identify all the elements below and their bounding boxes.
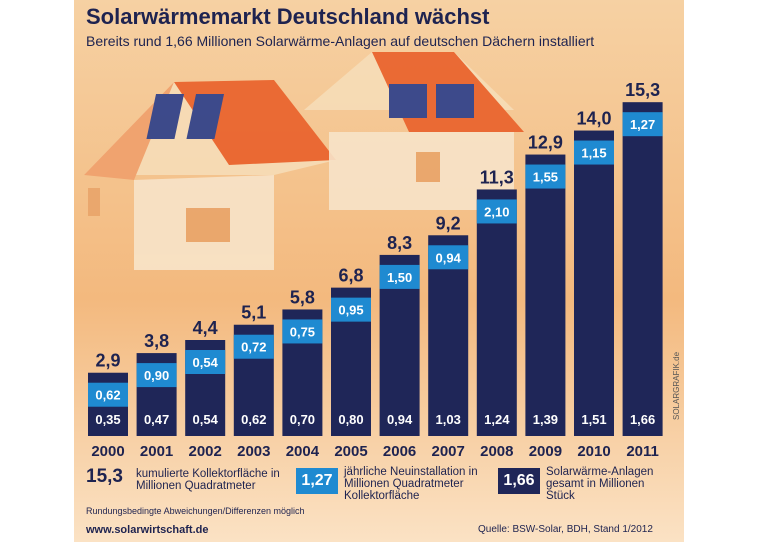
bar-total-2011: [622, 102, 663, 436]
label-new-2009: 1,55: [533, 170, 558, 185]
solar-panel-icon: [436, 84, 474, 118]
house-illustration-left: [84, 80, 336, 270]
label-new-2004: 0,75: [290, 324, 315, 339]
year-label-2011: 2011: [626, 443, 659, 460]
bar-new-2010: [574, 140, 614, 165]
bar-total-2008: [476, 189, 517, 436]
label-units-2002: 0,54: [193, 412, 219, 427]
bar-new-2005: [331, 297, 371, 322]
year-label-2008: 2008: [480, 443, 513, 460]
label-new-2000: 0,62: [95, 388, 120, 403]
website-link[interactable]: www.solarwirtschaft.de: [86, 524, 209, 536]
chart-subtitle: Bereits rund 1,66 Millionen Solarwärme-A…: [86, 33, 595, 49]
legend-item1-text: kumulierte Kollektorfläche in Millionen …: [136, 468, 280, 492]
bar-new-2002: [185, 350, 226, 374]
label-new-2005: 0,95: [338, 303, 363, 318]
source-line: Quelle: BSW-Solar, BDH, Stand 1/2012: [478, 524, 653, 535]
legend-item3-text: Solarwärme-Anlagen gesamt in Millionen S…: [546, 466, 654, 502]
label-total-2000: 2,9: [95, 351, 120, 371]
house-illustration-right: [304, 52, 524, 210]
year-label-2001: 2001: [140, 443, 173, 460]
chart-title: Solarwärmemarkt Deutschland wächst: [86, 4, 490, 29]
bar-new-2007: [428, 245, 469, 270]
year-label-2006: 2006: [383, 443, 416, 460]
label-new-2010: 1,15: [581, 146, 606, 161]
label-new-2006: 1,50: [387, 270, 412, 285]
label-total-2010: 14,0: [576, 109, 611, 129]
label-total-2004: 5,8: [290, 287, 315, 307]
infographic: 0,62 0,35 2,9 2000 0,90 0,47 3,8 2001 0,54 0,54 4,…: [74, 0, 684, 542]
legend-item1-value: 15,3: [86, 466, 123, 487]
year-label-2004: 2004: [286, 443, 320, 460]
label-total-2008: 11,3: [480, 167, 514, 187]
bar-new-2001: [136, 363, 177, 388]
label-units-2005: 0,80: [338, 412, 363, 427]
bar-total-2009: [525, 154, 566, 436]
label-units-2009: 1,39: [533, 412, 558, 427]
year-label-2005: 2005: [334, 443, 367, 460]
label-new-2002: 0,54: [193, 355, 219, 370]
label-units-2004: 0,70: [290, 412, 315, 427]
label-total-2006: 8,3: [387, 233, 412, 253]
label-new-2011: 1,27: [630, 117, 655, 132]
credit-text: SOLARGRAFIK.de: [672, 351, 681, 420]
label-units-2010: 1,51: [581, 412, 606, 427]
label-total-2009: 12,9: [528, 133, 563, 153]
solar-panel-icon: [186, 94, 225, 139]
bar-new-2011: [622, 112, 663, 137]
label-total-2005: 6,8: [338, 266, 363, 286]
label-units-2007: 1,03: [436, 412, 461, 427]
bar-new-2008: [476, 199, 517, 224]
year-label-2003: 2003: [237, 443, 270, 460]
rounding-note: Rundungsbedingte Abweichungen/Differenze…: [86, 506, 305, 516]
label-units-2011: 1,66: [630, 412, 655, 427]
label-new-2001: 0,90: [144, 368, 169, 383]
label-units-2003: 0,62: [241, 412, 266, 427]
bar-new-2000: [88, 382, 128, 407]
label-units-2001: 0,47: [144, 412, 169, 427]
legend-item3-box: 1,66: [498, 468, 540, 494]
solar-panel-icon: [389, 84, 427, 118]
bar-new-2003: [233, 334, 274, 359]
legend-item2-box: 1,27: [296, 468, 338, 494]
solar-panel-icon: [146, 94, 185, 139]
bar-new-2006: [379, 264, 420, 289]
year-label-2000: 2000: [91, 443, 124, 460]
label-new-2008: 2,10: [484, 204, 509, 219]
label-total-2003: 5,1: [241, 303, 266, 323]
year-label-2002: 2002: [189, 443, 222, 460]
legend-item2-text: jährliche Neuinstallation in Millionen Q…: [344, 466, 478, 502]
chart: 0,62 0,35 2,9 2000 0,90 0,47 3,8 2001 0,54 0,54 4,…: [74, 0, 684, 542]
bar-total-2010: [574, 130, 614, 436]
label-total-2001: 3,8: [144, 331, 169, 351]
label-units-2000: 0,35: [95, 412, 120, 427]
year-label-2009: 2009: [529, 443, 562, 460]
bar-new-2009: [525, 164, 566, 189]
label-new-2003: 0,72: [241, 340, 266, 355]
bar-new-2004: [282, 319, 323, 344]
year-label-2007: 2007: [432, 443, 465, 460]
label-new-2007: 0,94: [436, 250, 462, 265]
label-total-2007: 9,2: [436, 213, 461, 233]
year-label-2010: 2010: [577, 443, 610, 460]
label-total-2011: 15,3: [625, 80, 660, 100]
label-units-2008: 1,24: [484, 412, 510, 427]
label-total-2002: 4,4: [193, 318, 218, 338]
label-units-2006: 0,94: [387, 412, 413, 427]
